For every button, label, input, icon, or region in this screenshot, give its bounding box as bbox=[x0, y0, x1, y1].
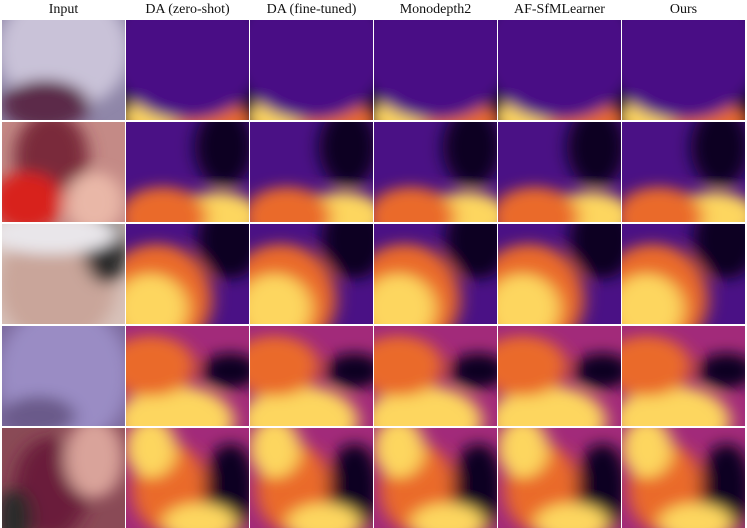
depth-map-afsfm-row5 bbox=[498, 428, 621, 528]
column-header-da_ft: DA (fine-tuned) bbox=[266, 2, 357, 17]
depth-map-afsfm-row1 bbox=[498, 20, 621, 120]
depth-map-afsfm-row4 bbox=[498, 326, 621, 426]
depth-map-monodepth2-row4 bbox=[374, 326, 497, 426]
depth-map-da_ft-row5 bbox=[250, 428, 373, 528]
input-image-row3 bbox=[2, 224, 125, 324]
depth-map-da_zero-row4 bbox=[126, 326, 249, 426]
depth-map-afsfm-row3 bbox=[498, 224, 621, 324]
depth-map-monodepth2-row5 bbox=[374, 428, 497, 528]
depth-map-da_zero-row2 bbox=[126, 122, 249, 222]
depth-map-da_zero-row1 bbox=[126, 20, 249, 120]
depth-map-monodepth2-row2 bbox=[374, 122, 497, 222]
depth-map-afsfm-row2 bbox=[498, 122, 621, 222]
depth-map-ours-row3 bbox=[622, 224, 745, 324]
depth-map-monodepth2-row3 bbox=[374, 224, 497, 324]
depth-map-ours-row1 bbox=[622, 20, 745, 120]
input-image-row2 bbox=[2, 122, 125, 222]
depth-map-da_zero-row3 bbox=[126, 224, 249, 324]
depth-map-ours-row4 bbox=[622, 326, 745, 426]
input-image-row4 bbox=[2, 326, 125, 426]
input-image-row5 bbox=[2, 428, 125, 528]
depth-map-da_ft-row3 bbox=[250, 224, 373, 324]
depth-map-da_ft-row2 bbox=[250, 122, 373, 222]
column-header-monodepth2: Monodepth2 bbox=[399, 2, 472, 17]
depth-map-ours-row2 bbox=[622, 122, 745, 222]
depth-map-da_zero-row5 bbox=[126, 428, 249, 528]
depth-map-da_ft-row1 bbox=[250, 20, 373, 120]
depth-map-ours-row5 bbox=[622, 428, 745, 528]
column-header-da_zero: DA (zero-shot) bbox=[145, 2, 230, 17]
depth-map-da_ft-row4 bbox=[250, 326, 373, 426]
column-header-ours: Ours bbox=[669, 2, 698, 17]
input-image-row1 bbox=[2, 20, 125, 120]
column-header-afsfm: AF-SfMLearner bbox=[514, 2, 605, 17]
depth-map-monodepth2-row1 bbox=[374, 20, 497, 120]
column-header-input: Input bbox=[48, 2, 79, 17]
